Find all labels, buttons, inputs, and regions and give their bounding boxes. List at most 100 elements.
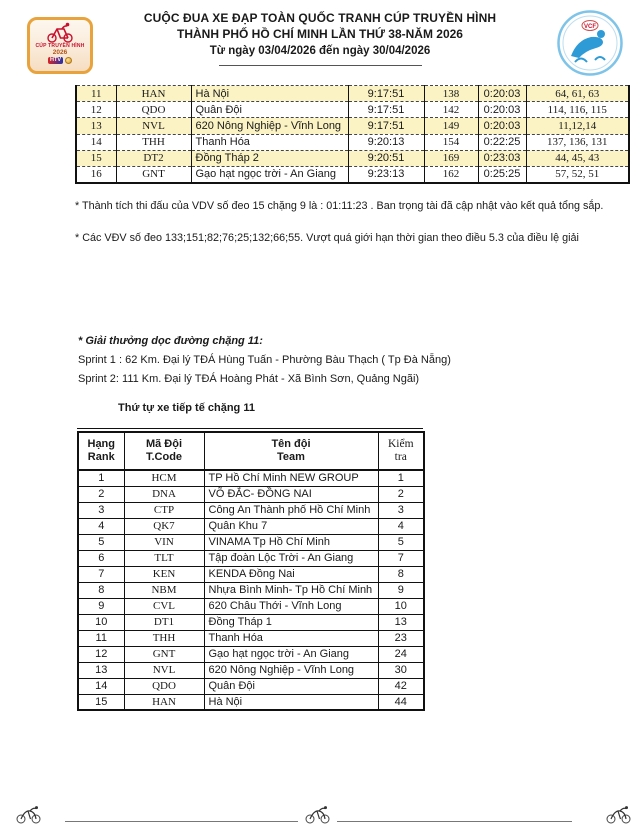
sprint-prizes-title: * Giải thưởng dọc đường chặng 11: <box>78 335 263 347</box>
table-row: 13 NVL 620 Nông Nghiệp - Vĩnh Long 9:17:51 1… <box>75 117 630 135</box>
table-cell: 11 <box>75 84 117 103</box>
table-cell: Hà Nội <box>190 84 349 103</box>
table-cell: Thanh Hóa <box>190 133 349 151</box>
table-row: 11 THH Thanh Hóa 23 <box>77 629 425 647</box>
table-cell: HAN <box>115 84 192 103</box>
footer-cyclist-icon <box>606 806 631 824</box>
table-cell: GNT <box>123 645 205 663</box>
sprint-2-info: Sprint 2: 111 Km. Đại lý TĐÁ Hoàng Phát … <box>78 373 420 385</box>
table-cell: QDO <box>123 677 205 695</box>
table-cell: VÕ ĐẮC- ĐỒNG NAI <box>203 485 379 503</box>
table-row: 15 DT2 Đồng Tháp 2 9:20:51 169 0:23:03 44, 45,… <box>75 149 630 167</box>
table-row: 12 QDO Quân Đội 9:17:51 142 0:20:03 114, 116, … <box>75 101 630 119</box>
table-cell: Công An Thành phố Hồ Chí Minh <box>203 501 379 519</box>
table-cell: 24 <box>377 645 425 663</box>
table-cell: 162 <box>423 165 479 184</box>
supply-order-body: 1 HCM TP Hồ Chí Minh NEW GROUP 1 2 DNA VÕ ĐẮC-… <box>77 469 425 711</box>
table-cell: CVL <box>123 597 205 615</box>
note-stage9-correction: * Thành tích thi đấu của VDV số đeo 15 c… <box>75 200 604 212</box>
table-cell: 15 <box>77 693 125 711</box>
header-divider <box>219 65 422 66</box>
table-cell: 0:20:03 <box>477 84 527 103</box>
table-cell: THH <box>123 629 205 647</box>
header-rank: Hạng Rank <box>77 431 125 471</box>
table-cell: 30 <box>377 661 425 679</box>
table-cell: 9:17:51 <box>347 101 425 119</box>
table-cell: 9:17:51 <box>347 117 425 135</box>
table-cell: Đồng Tháp 1 <box>203 613 379 631</box>
table-row: 14 THH Thanh Hóa 9:20:13 154 0:22:25 137, 136,… <box>75 133 630 151</box>
table-row: 11 HAN Hà Nội 9:17:51 138 0:20:03 64, 61, 63 <box>75 84 630 103</box>
table-row: 6 TLT Tập đoàn Lộc Trời - An Giang 7 <box>77 549 425 567</box>
table-cell: 23 <box>377 629 425 647</box>
cup-truyen-hinh-logo: CÚP TRUYỀN HÌNH 2026 HTV <box>27 17 93 74</box>
header-team-name: Tên đội Team <box>203 431 379 471</box>
table-row: 9 CVL 620 Châu Thới - Vĩnh Long 10 <box>77 597 425 615</box>
svg-text:VCF: VCF <box>584 24 596 30</box>
table-row: 10 DT1 Đồng Tháp 1 13 <box>77 613 425 631</box>
vcf-logo: VCF <box>557 10 623 76</box>
left-logo-title: CÚP TRUYỀN HÌNH <box>35 43 85 49</box>
table-cell: Thanh Hóa <box>203 629 379 647</box>
table-cell: Quân Khu 7 <box>203 517 379 535</box>
table-cell: 620 Châu Thới - Vĩnh Long <box>203 597 379 615</box>
table-cell: 0:20:03 <box>477 101 527 119</box>
table-row: 3 CTP Công An Thành phố Hồ Chí Minh 3 <box>77 501 425 519</box>
supply-order-table: Hạng Rank Mã Đội T.Code Tên đội Team Kiể… <box>77 431 425 711</box>
table-cell: 5 <box>77 533 125 551</box>
table-cell: 169 <box>423 149 479 167</box>
table-cell: 149 <box>423 117 479 135</box>
table-cell: Nhựa Bình Minh- Tp Hồ Chí Minh <box>203 581 379 599</box>
table-cell: Gạo hạt ngọc trời - An Giang <box>203 645 379 663</box>
sponsor-badge-icon <box>65 57 72 64</box>
table-cell: 142 <box>423 101 479 119</box>
table-cell: Đồng Tháp 2 <box>190 149 349 167</box>
table-cell: 0:23:03 <box>477 149 527 167</box>
table-cell: 13 <box>377 613 425 631</box>
table-cell: TP Hồ Chí Minh NEW GROUP <box>203 469 379 487</box>
table-row: 15 HAN Hà Nội 44 <box>77 693 425 711</box>
table-cell: NVL <box>115 117 192 135</box>
table-cell: 9:20:13 <box>347 133 425 151</box>
table-cell: DT1 <box>123 613 205 631</box>
header-code-en: T.Code <box>145 451 183 463</box>
htv-wordmark: HTV <box>48 57 63 64</box>
sprint-1-info: Sprint 1 : 62 Km. Đại lý TĐÁ Hùng Tuấn -… <box>78 354 451 366</box>
table-cell: Quân Đội <box>203 677 379 695</box>
table-cell: 620 Nông Nghiệp - Vĩnh Long <box>190 117 349 135</box>
table-cell: VINAMA Tp Hồ Chí Minh <box>203 533 379 551</box>
table-cell: HCM <box>123 469 205 487</box>
table-cell: 6 <box>77 549 125 567</box>
table-cell: DT2 <box>115 149 192 167</box>
table-cell: 44, 45, 43 <box>525 149 630 167</box>
header-code-vi: Mã Đội <box>145 438 183 450</box>
header-check: Kiểm tra <box>377 431 425 471</box>
document-title-line1: CUỘC ĐUA XE ĐẠP TOÀN QUỐC TRANH CÚP TRUY… <box>143 11 497 25</box>
table-cell: 3 <box>77 501 125 519</box>
table-cell: NVL <box>123 661 205 679</box>
table-row: 7 KEN KENDA Đồng Nai 8 <box>77 565 425 583</box>
table-cell: 9 <box>377 581 425 599</box>
table-cell: 154 <box>423 133 479 151</box>
header-team-en: Team <box>277 451 305 463</box>
table-cell: 0:20:03 <box>477 117 527 135</box>
table-cell: NBM <box>123 581 205 599</box>
table-cell: 4 <box>77 517 125 535</box>
header-team-code: Mã Đội T.Code <box>123 431 205 471</box>
table-cell: 4 <box>377 517 425 535</box>
table-cell: VIN <box>123 533 205 551</box>
table-cell: CTP <box>123 501 205 519</box>
table-row: 13 NVL 620 Nông Nghiệp - Vĩnh Long 30 <box>77 661 425 679</box>
table-cell: 15 <box>75 149 117 167</box>
table-cell: 10 <box>377 597 425 615</box>
stage-results-body: 11 HAN Hà Nội 9:17:51 138 0:20:03 64, 61, 63 12… <box>75 84 630 184</box>
document-header: CUỘC ĐUA XE ĐẠP TOÀN QUỐC TRANH CÚP TRUY… <box>110 10 530 59</box>
table-row: 8 NBM Nhựa Bình Minh- Tp Hồ Chí Minh 9 <box>77 581 425 599</box>
red-cyclist-icon <box>47 22 73 43</box>
table-cell: 9 <box>77 597 125 615</box>
left-logo-year: 2026 <box>52 49 68 56</box>
table-row: 1 HCM TP Hồ Chí Minh NEW GROUP 1 <box>77 469 425 487</box>
table-cell: 12 <box>75 101 117 119</box>
table-cell: QDO <box>115 101 192 119</box>
table-cell: 5 <box>377 533 425 551</box>
